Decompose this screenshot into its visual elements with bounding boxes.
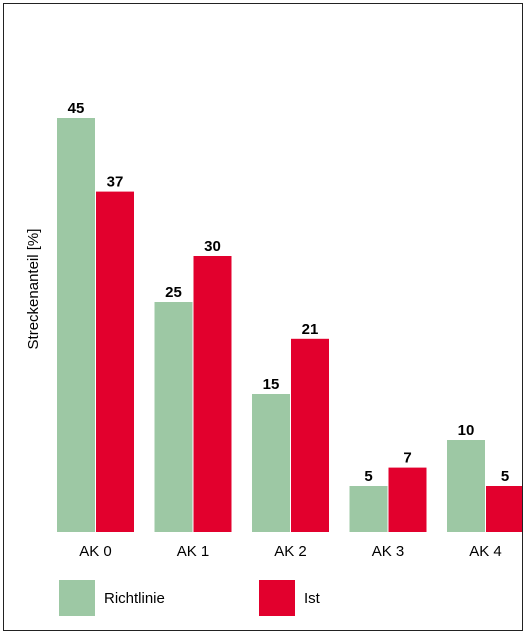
bar-ist-ak-3 (388, 467, 427, 532)
x-tick-label: AK 2 (274, 543, 307, 560)
bar-ist-ak-1 (193, 256, 232, 532)
bar-chart: Streckenanteil [%] 45 37 25 30 15 21 5 7 10 5 AK … (25, 100, 524, 616)
bar-richtlinie-ak-2 (252, 394, 290, 532)
data-label: 45 (68, 100, 85, 117)
data-label: 25 (165, 284, 182, 301)
legend-swatch-richtlinie (59, 580, 95, 616)
y-axis-label: Streckenanteil [%] (25, 229, 42, 350)
legend: Richtlinie Ist (59, 580, 321, 616)
bar-ist-ak-4 (486, 486, 524, 532)
chart-frame: Streckenanteil [%] 45 37 25 30 15 21 5 7 10 5 AK … (3, 3, 524, 631)
data-label: 37 (107, 174, 124, 191)
data-label: 7 (403, 450, 411, 467)
bar-richtlinie-ak-4 (447, 440, 485, 532)
bar-richtlinie-ak-3 (349, 486, 388, 532)
data-label: 5 (364, 468, 372, 485)
bar-ist-ak-0 (96, 191, 134, 532)
x-tick-label: AK 0 (79, 543, 112, 560)
data-label: 5 (501, 468, 509, 485)
bar-ist-ak-2 (291, 338, 329, 532)
x-tick-label: AK 1 (177, 543, 210, 560)
data-label: 10 (458, 422, 475, 439)
bars-group: 45 37 25 30 15 21 5 7 10 5 (57, 100, 524, 532)
x-tick-label: AK 4 (469, 543, 502, 560)
data-label: 30 (204, 238, 221, 255)
legend-label-ist: Ist (304, 590, 321, 607)
x-tick-labels: AK 0 AK 1 AK 2 AK 3 AK 4 (79, 543, 502, 560)
legend-swatch-ist (259, 580, 295, 616)
data-label: 21 (302, 321, 319, 338)
bar-richtlinie-ak-0 (57, 118, 95, 532)
bar-richtlinie-ak-1 (154, 302, 193, 532)
data-label: 15 (263, 376, 280, 393)
legend-label-richtlinie: Richtlinie (104, 590, 165, 607)
x-tick-label: AK 3 (372, 543, 405, 560)
